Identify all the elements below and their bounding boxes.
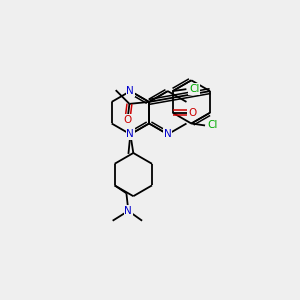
Text: N: N <box>127 129 134 139</box>
Text: Cl: Cl <box>189 84 200 94</box>
Text: Cl: Cl <box>208 121 218 130</box>
Text: N: N <box>164 129 172 139</box>
Text: N: N <box>127 86 134 96</box>
Text: O: O <box>188 108 196 118</box>
Text: N: N <box>124 206 132 216</box>
Text: O: O <box>123 115 132 124</box>
